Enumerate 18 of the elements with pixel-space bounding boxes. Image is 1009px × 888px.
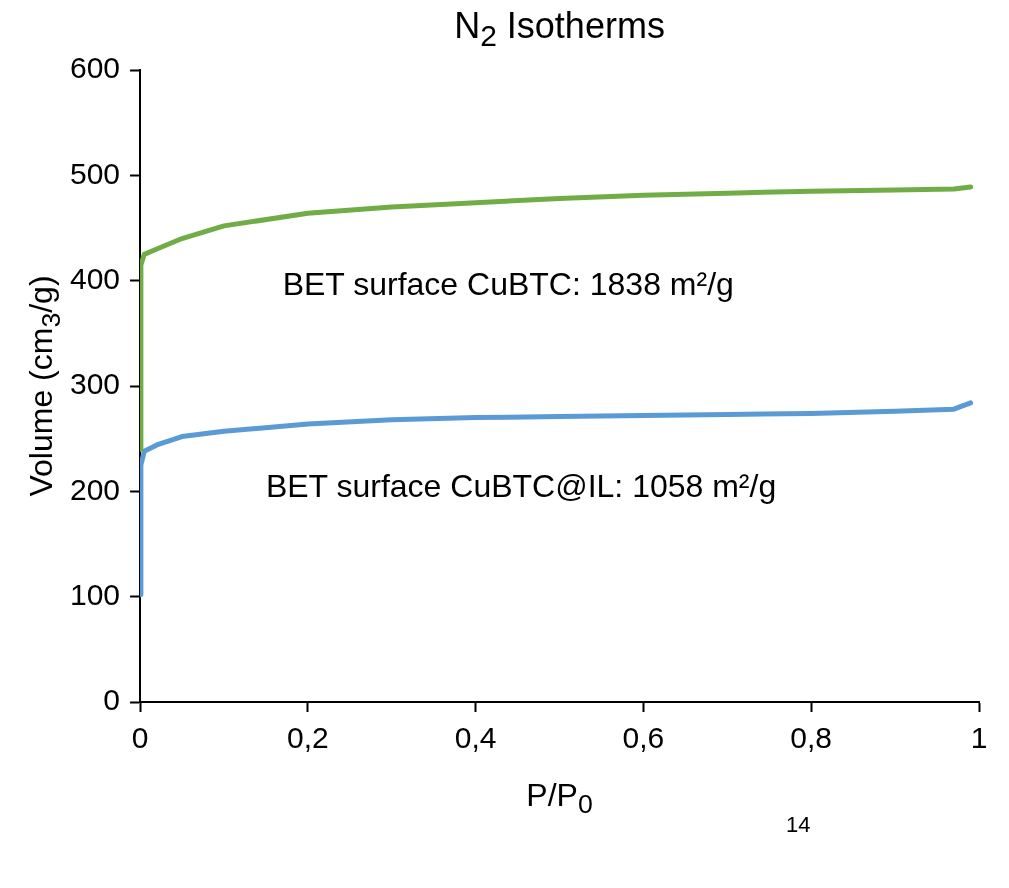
- y-tick-label: 0: [103, 683, 121, 717]
- text: 14: [786, 812, 811, 838]
- y-tick-label: 500: [69, 156, 121, 190]
- y-tick-label: 400: [69, 261, 121, 295]
- x-tick-label: 0,6: [622, 721, 665, 755]
- y-tick-label: 600: [69, 51, 121, 85]
- x-tick-label: 0,2: [286, 721, 329, 755]
- x-axis-title: P/P$_{0}$: [526, 777, 593, 821]
- annotation: BET surface CuBTC@IL: 1058 m²/g: [265, 468, 777, 506]
- x-tick-label: 0,4: [454, 721, 497, 755]
- y-tick-label: 300: [69, 367, 121, 401]
- y-tick-label: 100: [69, 577, 121, 611]
- x-tick-label: 0: [131, 721, 149, 755]
- x-tick-label: 1: [970, 721, 988, 755]
- x-tick-label: 0,8: [790, 721, 833, 755]
- chart-title: N$_{2}$ Isotherms: [454, 5, 665, 54]
- y-tick-label: 200: [69, 472, 121, 506]
- annotation: BET surface CuBTC: 1838 m²/g: [282, 265, 734, 303]
